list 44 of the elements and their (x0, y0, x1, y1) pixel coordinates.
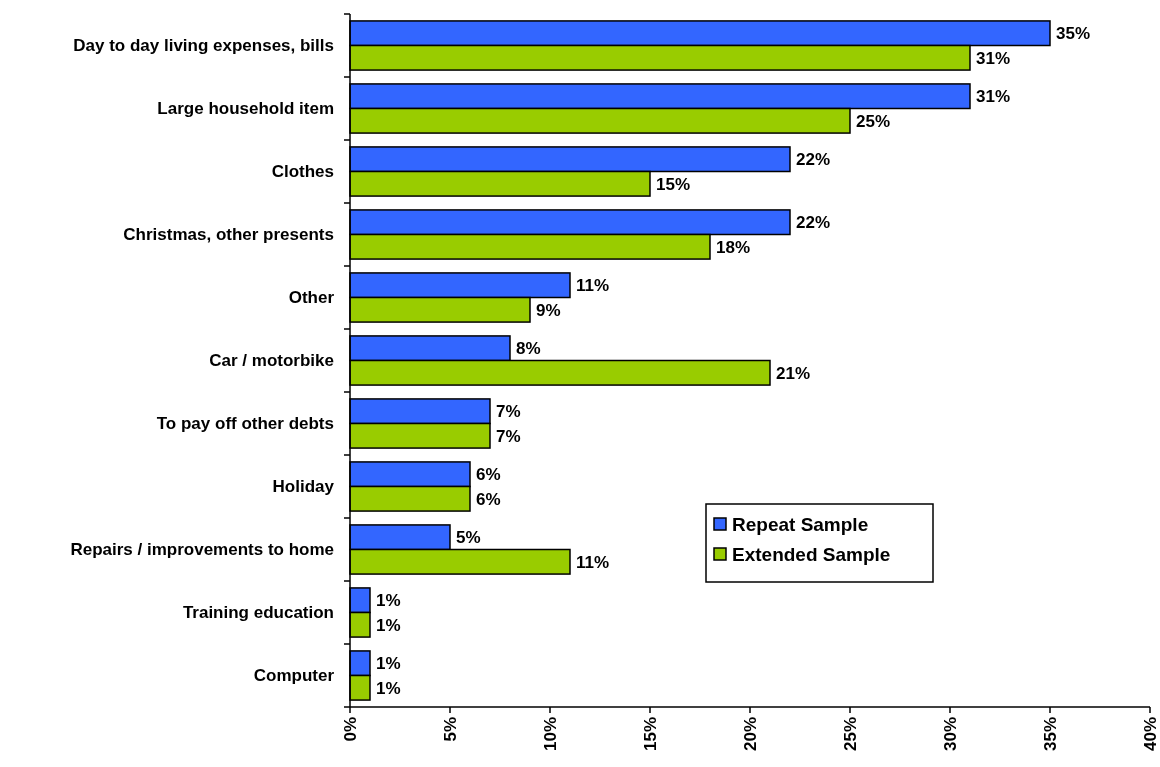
x-tick-label: 30% (940, 717, 960, 752)
x-tick-label: 20% (740, 717, 760, 752)
data-label: 22% (796, 150, 831, 170)
y-tick-label: Large household item (157, 99, 334, 119)
data-label: 6% (476, 465, 501, 485)
y-tick-label: Training education (182, 603, 334, 623)
data-label: 8% (516, 339, 541, 359)
x-tick-label: 5% (440, 717, 460, 742)
x-tick-label: 35% (1040, 717, 1060, 752)
data-label: 1% (376, 654, 401, 674)
x-tick-label: 10% (540, 717, 560, 752)
y-tick-label: Christmas, other presents (123, 225, 334, 245)
x-tick-label: 25% (840, 717, 860, 752)
x-tick-label: 40% (1140, 717, 1160, 752)
y-tick-label: Car / motorbike (209, 351, 334, 371)
data-label: 1% (376, 615, 401, 635)
data-label: 9% (536, 300, 561, 320)
data-label: 11% (576, 552, 610, 572)
y-tick-label: Other (288, 288, 335, 308)
data-label: 7% (496, 426, 521, 446)
x-tick-label: 0% (340, 717, 360, 742)
data-label: 1% (376, 591, 401, 611)
y-tick-label: Repairs / improvements to home (70, 540, 334, 560)
data-label: 11% (576, 276, 610, 296)
data-label: 1% (376, 678, 401, 698)
data-label: 31% (976, 48, 1011, 68)
data-label: 22% (796, 213, 831, 233)
data-label: 31% (976, 87, 1011, 107)
data-label: 5% (456, 528, 481, 548)
data-label: 15% (656, 174, 691, 194)
y-tick-label: Computer (253, 666, 335, 686)
x-tick-label: 15% (640, 717, 660, 752)
y-tick-label: To pay off other debts (156, 414, 334, 434)
y-tick-label: Holiday (272, 477, 335, 497)
data-label: 35% (1056, 24, 1091, 44)
legend-label: Repeat Sample (732, 513, 869, 535)
legend-label: Extended Sample (732, 543, 891, 565)
data-label: 7% (496, 402, 521, 422)
data-label: 6% (476, 489, 501, 509)
data-label: 25% (856, 111, 891, 131)
y-tick-label: Clothes (271, 162, 334, 182)
y-tick-label: Day to day living expenses, bills (73, 36, 334, 56)
data-label: 21% (776, 363, 811, 383)
data-label: 18% (716, 237, 751, 257)
